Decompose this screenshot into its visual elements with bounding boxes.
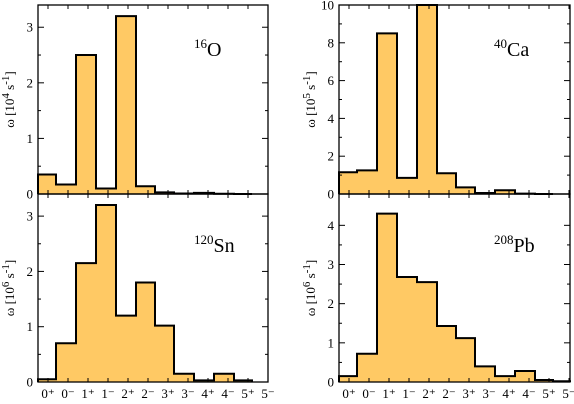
- bar: [377, 33, 397, 194]
- x-tick-label: 4⁻: [522, 386, 535, 401]
- x-tick-label: 2⁺: [422, 386, 435, 401]
- bar: [417, 5, 437, 194]
- y-tick-label: 2: [328, 149, 335, 164]
- x-tick-label: 3⁻: [181, 386, 194, 401]
- y-tick-label: 0: [27, 187, 34, 202]
- x-tick-label: 0⁻: [61, 386, 74, 401]
- bar: [357, 353, 377, 382]
- x-tick-label: 1⁺: [81, 386, 94, 401]
- y-tick-label: 0: [328, 187, 335, 202]
- x-tick-label: 1⁻: [402, 386, 415, 401]
- x-tick-label: 1⁺: [382, 386, 395, 401]
- y-tick-label: 4: [328, 218, 335, 233]
- panel-ca: 0 2 4 6 8 10 ω [105 s-1] 40Ca: [301, 0, 571, 202]
- bar: [136, 186, 155, 194]
- y-tick-label: 4: [328, 111, 335, 126]
- bar: [475, 366, 495, 382]
- bar: [174, 373, 194, 382]
- panel-sn: 0 1 2 3 0⁺ 0⁻ 1⁺ 1⁻ 2⁺ 2⁻ 3⁺ 3⁻ 4⁺ 4⁻ 5⁺ 5⁻ ω [106 s-1] 1…: [0, 193, 275, 401]
- panel-o: 0 1 2 3 ω [104 s-1] 16O: [0, 4, 269, 202]
- plot-frame: [338, 4, 571, 195]
- y-axis-label: ω [104 s-1]: [0, 71, 17, 127]
- y-axis-label: ω [106 s-1]: [301, 260, 318, 316]
- x-tick-label: 0⁻: [362, 386, 375, 401]
- bar: [515, 371, 535, 382]
- nucleus-label: 16O: [194, 36, 221, 61]
- y-tick-label: 0: [27, 375, 34, 390]
- bar: [417, 282, 437, 382]
- histogram-outline: [37, 15, 252, 195]
- plot-frame: [37, 193, 269, 383]
- nucleus-label: 208Pb: [494, 232, 535, 257]
- y-tick-label: 10: [321, 0, 334, 13]
- bar: [357, 170, 377, 194]
- bar: [136, 282, 155, 382]
- bar: [38, 379, 56, 382]
- bar: [339, 376, 357, 382]
- x-tick-label: 5⁻: [261, 386, 274, 401]
- bar: [339, 172, 357, 194]
- y-axis-label: ω [105 s-1]: [301, 71, 318, 127]
- x-tick-label: 5⁺: [542, 386, 555, 401]
- x-tick-label: 4⁺: [201, 386, 214, 401]
- y-tick-label: 2: [27, 75, 34, 90]
- bar: [96, 205, 116, 382]
- x-tick-label: 2⁻: [442, 386, 455, 401]
- y-tick-label: 8: [328, 35, 335, 50]
- x-tick-label: 3⁺: [462, 386, 475, 401]
- bar: [155, 325, 174, 382]
- x-tick-label: 2⁺: [121, 386, 134, 401]
- y-tick-label: 2: [27, 264, 34, 279]
- y-tick-label: 1: [328, 335, 335, 350]
- bar: [495, 376, 515, 382]
- bar: [76, 55, 96, 194]
- bar: [76, 263, 96, 382]
- y-tick-label: 2: [328, 296, 335, 311]
- x-tick-label: 3⁺: [161, 386, 174, 401]
- y-tick-label: 3: [27, 209, 34, 224]
- x-tick-label: 2⁻: [141, 386, 154, 401]
- bar: [437, 325, 456, 382]
- y-tick-label: 0: [328, 375, 335, 390]
- bar: [38, 174, 56, 194]
- bar: [116, 315, 136, 382]
- bar: [56, 184, 76, 194]
- histogram-outline: [338, 212, 571, 383]
- x-tick-label: 3⁻: [482, 386, 495, 401]
- histogram-outline: [338, 4, 553, 195]
- bar: [397, 177, 417, 194]
- y-tick-label: 1: [27, 131, 34, 146]
- bar: [116, 16, 136, 195]
- y-axis-label: ω [106 s-1]: [0, 260, 17, 316]
- histogram-outline: [37, 204, 253, 382]
- x-tick-label: 5⁺: [241, 386, 254, 401]
- x-tick-label: 0⁺: [342, 386, 355, 401]
- y-tick-label: 3: [328, 257, 335, 272]
- plot-frame: [37, 4, 269, 195]
- y-tick-label: 6: [328, 73, 335, 88]
- bar: [96, 188, 116, 194]
- plot-frame: [338, 193, 571, 383]
- panel-pb: 0 1 2 3 4 0⁺ 0⁻ 1⁺ 1⁻ 2⁺ 2⁻ 3⁺ 3⁻ 4⁺ 4⁻ 5⁺ 5⁻ ω [106 s-1]…: [301, 193, 574, 401]
- bar: [437, 173, 456, 194]
- nucleus-label: 120Sn: [194, 232, 235, 257]
- bar: [214, 373, 234, 382]
- y-tick-label: 1: [27, 319, 34, 334]
- x-tick-label: 4⁺: [502, 386, 515, 401]
- bar: [456, 187, 475, 194]
- x-tick-label: 5⁻: [562, 386, 574, 401]
- x-tick-label: 1⁻: [101, 386, 114, 401]
- bar: [377, 213, 397, 382]
- x-tick-label: 0⁺: [41, 386, 54, 401]
- bar: [56, 343, 76, 382]
- bar: [456, 338, 475, 382]
- bar: [495, 190, 515, 194]
- x-tick-label: 4⁻: [221, 386, 234, 401]
- y-tick-label: 3: [27, 20, 34, 35]
- bar: [397, 277, 417, 382]
- nucleus-label: 40Ca: [494, 36, 529, 61]
